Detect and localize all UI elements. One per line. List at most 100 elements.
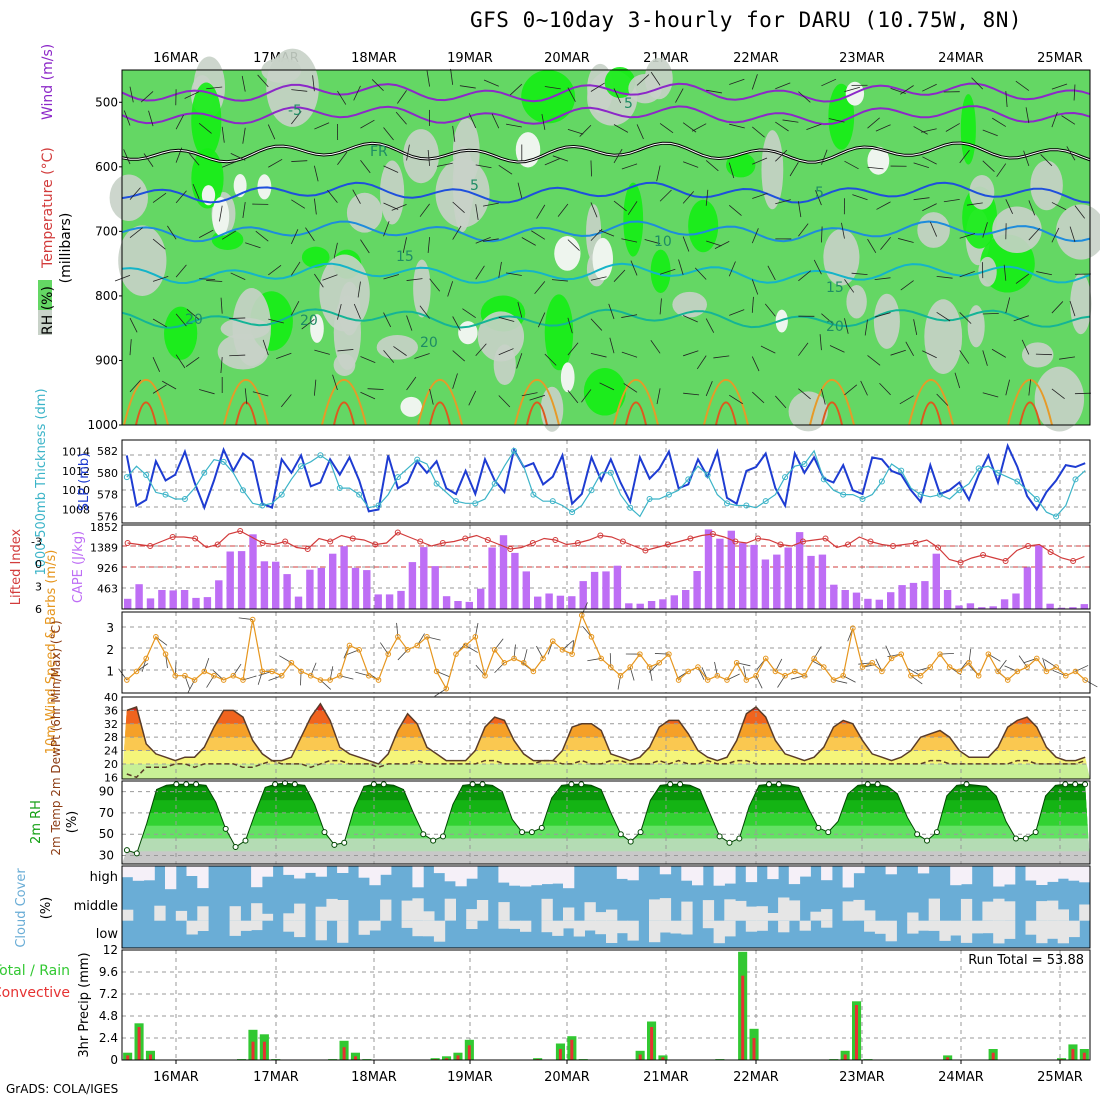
cloud-cell	[713, 866, 725, 886]
ylabel-temp2m: 2m Temp 2m DewPt (6hr Min/Max) (°C)	[49, 620, 63, 855]
cloud-cell	[520, 866, 532, 887]
cape-bar	[659, 599, 667, 609]
cape-bar	[1046, 603, 1054, 609]
wind-barb	[129, 86, 134, 103]
cape-bar	[135, 584, 143, 609]
cape-bar	[431, 566, 439, 609]
wind-barb	[829, 345, 845, 353]
cloud-cell	[616, 866, 629, 879]
cloud-cell	[563, 907, 575, 921]
wind-barb	[630, 260, 638, 276]
cloud-cell	[842, 866, 854, 888]
wind-barb	[290, 261, 301, 276]
wind-barb	[353, 303, 361, 319]
wind-barb	[705, 160, 719, 172]
wind-barb	[590, 160, 592, 177]
ylabel-precip: 3hr Precip (mm)	[77, 952, 92, 1057]
cloud-cell	[476, 900, 489, 921]
wind-barb	[636, 124, 644, 140]
wind-barb	[729, 123, 745, 129]
cloud-cell	[466, 909, 478, 921]
cape-bar	[192, 597, 200, 609]
wind-barb	[230, 153, 246, 161]
cape-bar	[158, 590, 166, 609]
cape-bar	[1000, 599, 1009, 609]
wind-barb	[536, 204, 546, 219]
cloud-cell	[197, 866, 209, 889]
wind-barb	[360, 391, 376, 400]
wind-barb	[242, 202, 246, 218]
data-point	[666, 651, 672, 657]
cloud-cell	[423, 920, 435, 937]
data-point	[888, 655, 895, 662]
cloud-cell	[702, 920, 715, 929]
legend-convective: Convective	[0, 985, 70, 1001]
wind-barb	[659, 123, 674, 134]
data-point	[269, 668, 275, 675]
cloud-cell	[498, 902, 510, 921]
contour-line	[121, 82, 1091, 103]
wind-barb	[517, 182, 523, 199]
wind-barb	[1040, 154, 1053, 167]
wind-barb	[1005, 91, 1008, 108]
cape-bar	[955, 605, 963, 609]
ytick-label: 700	[95, 224, 118, 238]
wind-barb	[844, 384, 858, 396]
data-point	[667, 781, 674, 788]
data-point	[1014, 668, 1021, 675]
data-point	[1024, 664, 1030, 670]
cloud-cell	[1047, 920, 1059, 939]
cape-bar	[625, 603, 633, 609]
date-label-top: 16MAR	[153, 51, 199, 66]
cape-bar	[568, 596, 576, 609]
wind-barb	[1051, 83, 1068, 90]
precip-conv-bar	[855, 1005, 858, 1060]
cape-bar	[374, 594, 382, 609]
cloud-cell	[810, 911, 822, 921]
wind-barb	[198, 229, 214, 239]
wind-barb	[821, 78, 837, 87]
contour-label: 5	[815, 185, 824, 201]
data-point	[169, 534, 176, 540]
data-point	[815, 824, 822, 831]
cape-bar	[579, 581, 587, 609]
wind-barb	[129, 227, 143, 238]
wind-barb	[844, 160, 859, 170]
cloud-cell	[520, 920, 532, 932]
wind-barb	[913, 162, 930, 168]
ylabel-rh: RH (%)	[40, 286, 56, 335]
wind-barb	[337, 151, 348, 166]
data-point	[484, 537, 491, 543]
data-point	[801, 672, 808, 679]
data-point	[375, 677, 382, 683]
data-point	[874, 781, 881, 788]
wind-barb	[751, 279, 759, 295]
data-point	[933, 829, 940, 836]
wind-barb	[1051, 388, 1065, 399]
date-label-top: 18MAR	[351, 51, 397, 66]
wind-barb	[152, 192, 167, 203]
cloud-cell	[1057, 920, 1069, 944]
wind-barb	[1013, 315, 1029, 322]
wind-barb	[764, 303, 776, 317]
wind-barb	[1028, 228, 1040, 241]
cloud-cell	[595, 912, 607, 921]
cloud-cell	[358, 866, 370, 878]
wind-barb	[280, 394, 292, 408]
wind-barb	[815, 190, 822, 206]
wind-barb	[775, 395, 787, 409]
date-label-bottom: 23MAR	[839, 1070, 885, 1085]
wind-barb	[1028, 200, 1036, 216]
cape-bar	[203, 597, 212, 609]
data-point	[230, 672, 237, 679]
cloud-cell	[767, 913, 779, 921]
cloud-cell	[294, 920, 306, 938]
wind-barb	[966, 202, 983, 206]
rh-patch	[191, 148, 224, 209]
wind-barb	[313, 379, 317, 396]
wind-barb	[789, 162, 799, 177]
precip-frame	[121, 949, 1091, 1061]
data-point	[569, 651, 575, 657]
wind-barb	[982, 392, 999, 398]
data-point	[519, 829, 526, 836]
